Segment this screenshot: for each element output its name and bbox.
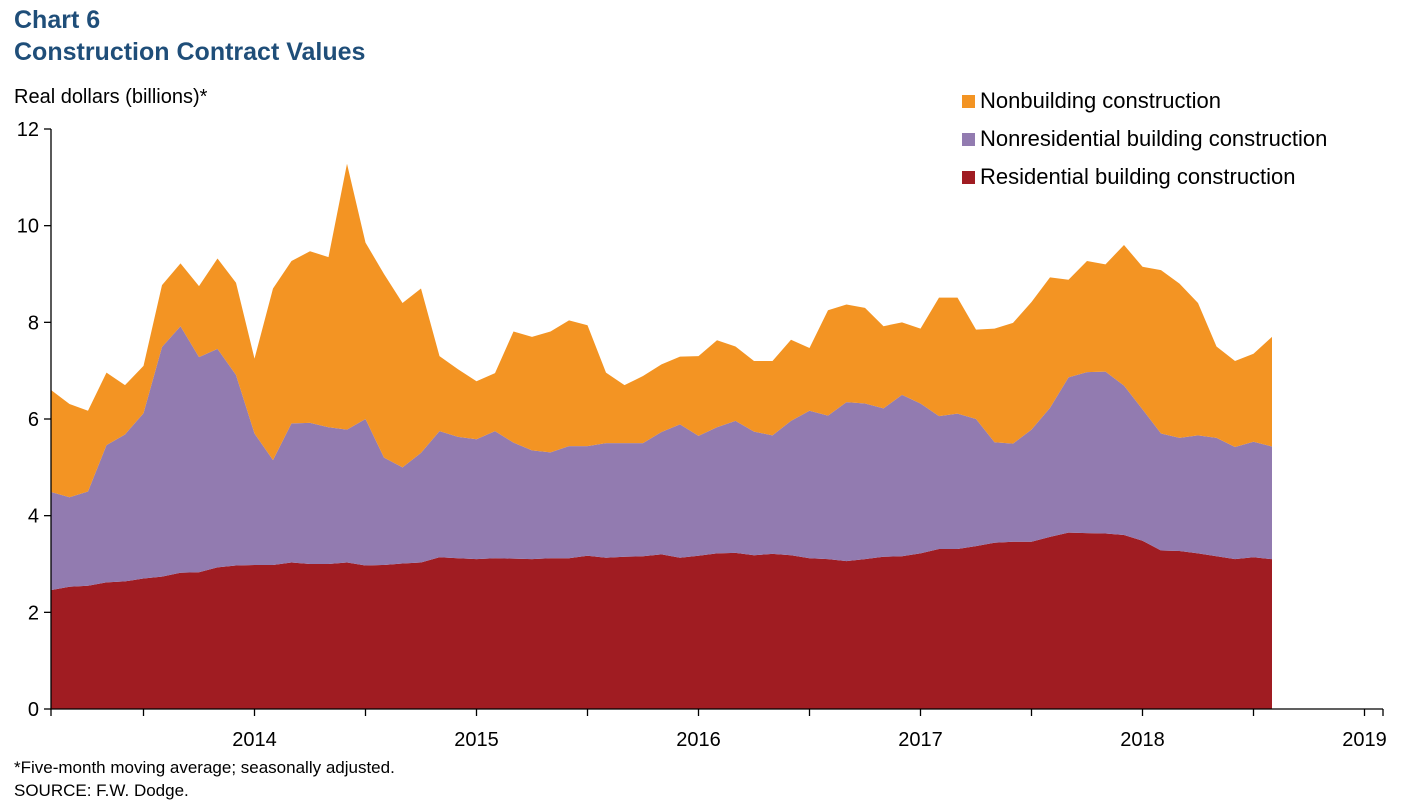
legend-item-nonbuilding: Nonbuilding construction <box>962 82 1327 120</box>
y-axis-label: Real dollars (billions)* <box>14 86 208 108</box>
x-tick-label-2014: 2014 <box>232 729 277 751</box>
chart-title: Construction Contract Values <box>14 38 366 66</box>
y-tick-label-2: 2 <box>28 602 39 624</box>
area-series-nonresidential-building-construction <box>51 326 1272 591</box>
y-tick-label-0: 0 <box>28 699 39 721</box>
legend-item-residential: Residential building construction <box>962 158 1327 196</box>
y-tick-label-6: 6 <box>28 409 39 431</box>
axes-layer: 0 2 4 6 8 10 12 2014 2015 2016 2017 2018 2019 <box>17 119 1387 751</box>
chart-number: Chart 6 <box>14 6 101 34</box>
legend-swatch-residential <box>962 170 975 184</box>
legend-label-residential: Residential building construction <box>980 164 1296 189</box>
area-series-residential-building-construction <box>51 532 1272 709</box>
x-tick-label-2018: 2018 <box>1120 729 1165 751</box>
x-tick-label-2017: 2017 <box>898 729 943 751</box>
x-tick-label-2015: 2015 <box>454 729 499 751</box>
y-tick-label-8: 8 <box>28 312 39 334</box>
legend: Nonbuilding construction Nonresidential … <box>962 82 1327 196</box>
legend-swatch-nonbuilding <box>962 94 975 108</box>
area-series-nonbuilding-construction <box>51 163 1272 498</box>
legend-label-nonresidential: Nonresidential building construction <box>980 126 1328 151</box>
source-note: SOURCE: F.W. Dodge. <box>14 781 189 800</box>
y-tick-label-12: 12 <box>17 119 39 141</box>
legend-swatch-nonresidential <box>962 132 975 146</box>
legend-label-nonbuilding: Nonbuilding construction <box>980 88 1221 113</box>
y-tick-label-10: 10 <box>17 216 39 238</box>
footnote: *Five-month moving average; seasonally a… <box>14 758 395 777</box>
x-tick-label-2016: 2016 <box>676 729 721 751</box>
x-tick-label-2019: 2019 <box>1342 729 1387 751</box>
legend-item-nonresidential: Nonresidential building construction <box>962 120 1327 158</box>
area-layer <box>51 163 1272 709</box>
y-tick-label-4: 4 <box>28 506 39 528</box>
